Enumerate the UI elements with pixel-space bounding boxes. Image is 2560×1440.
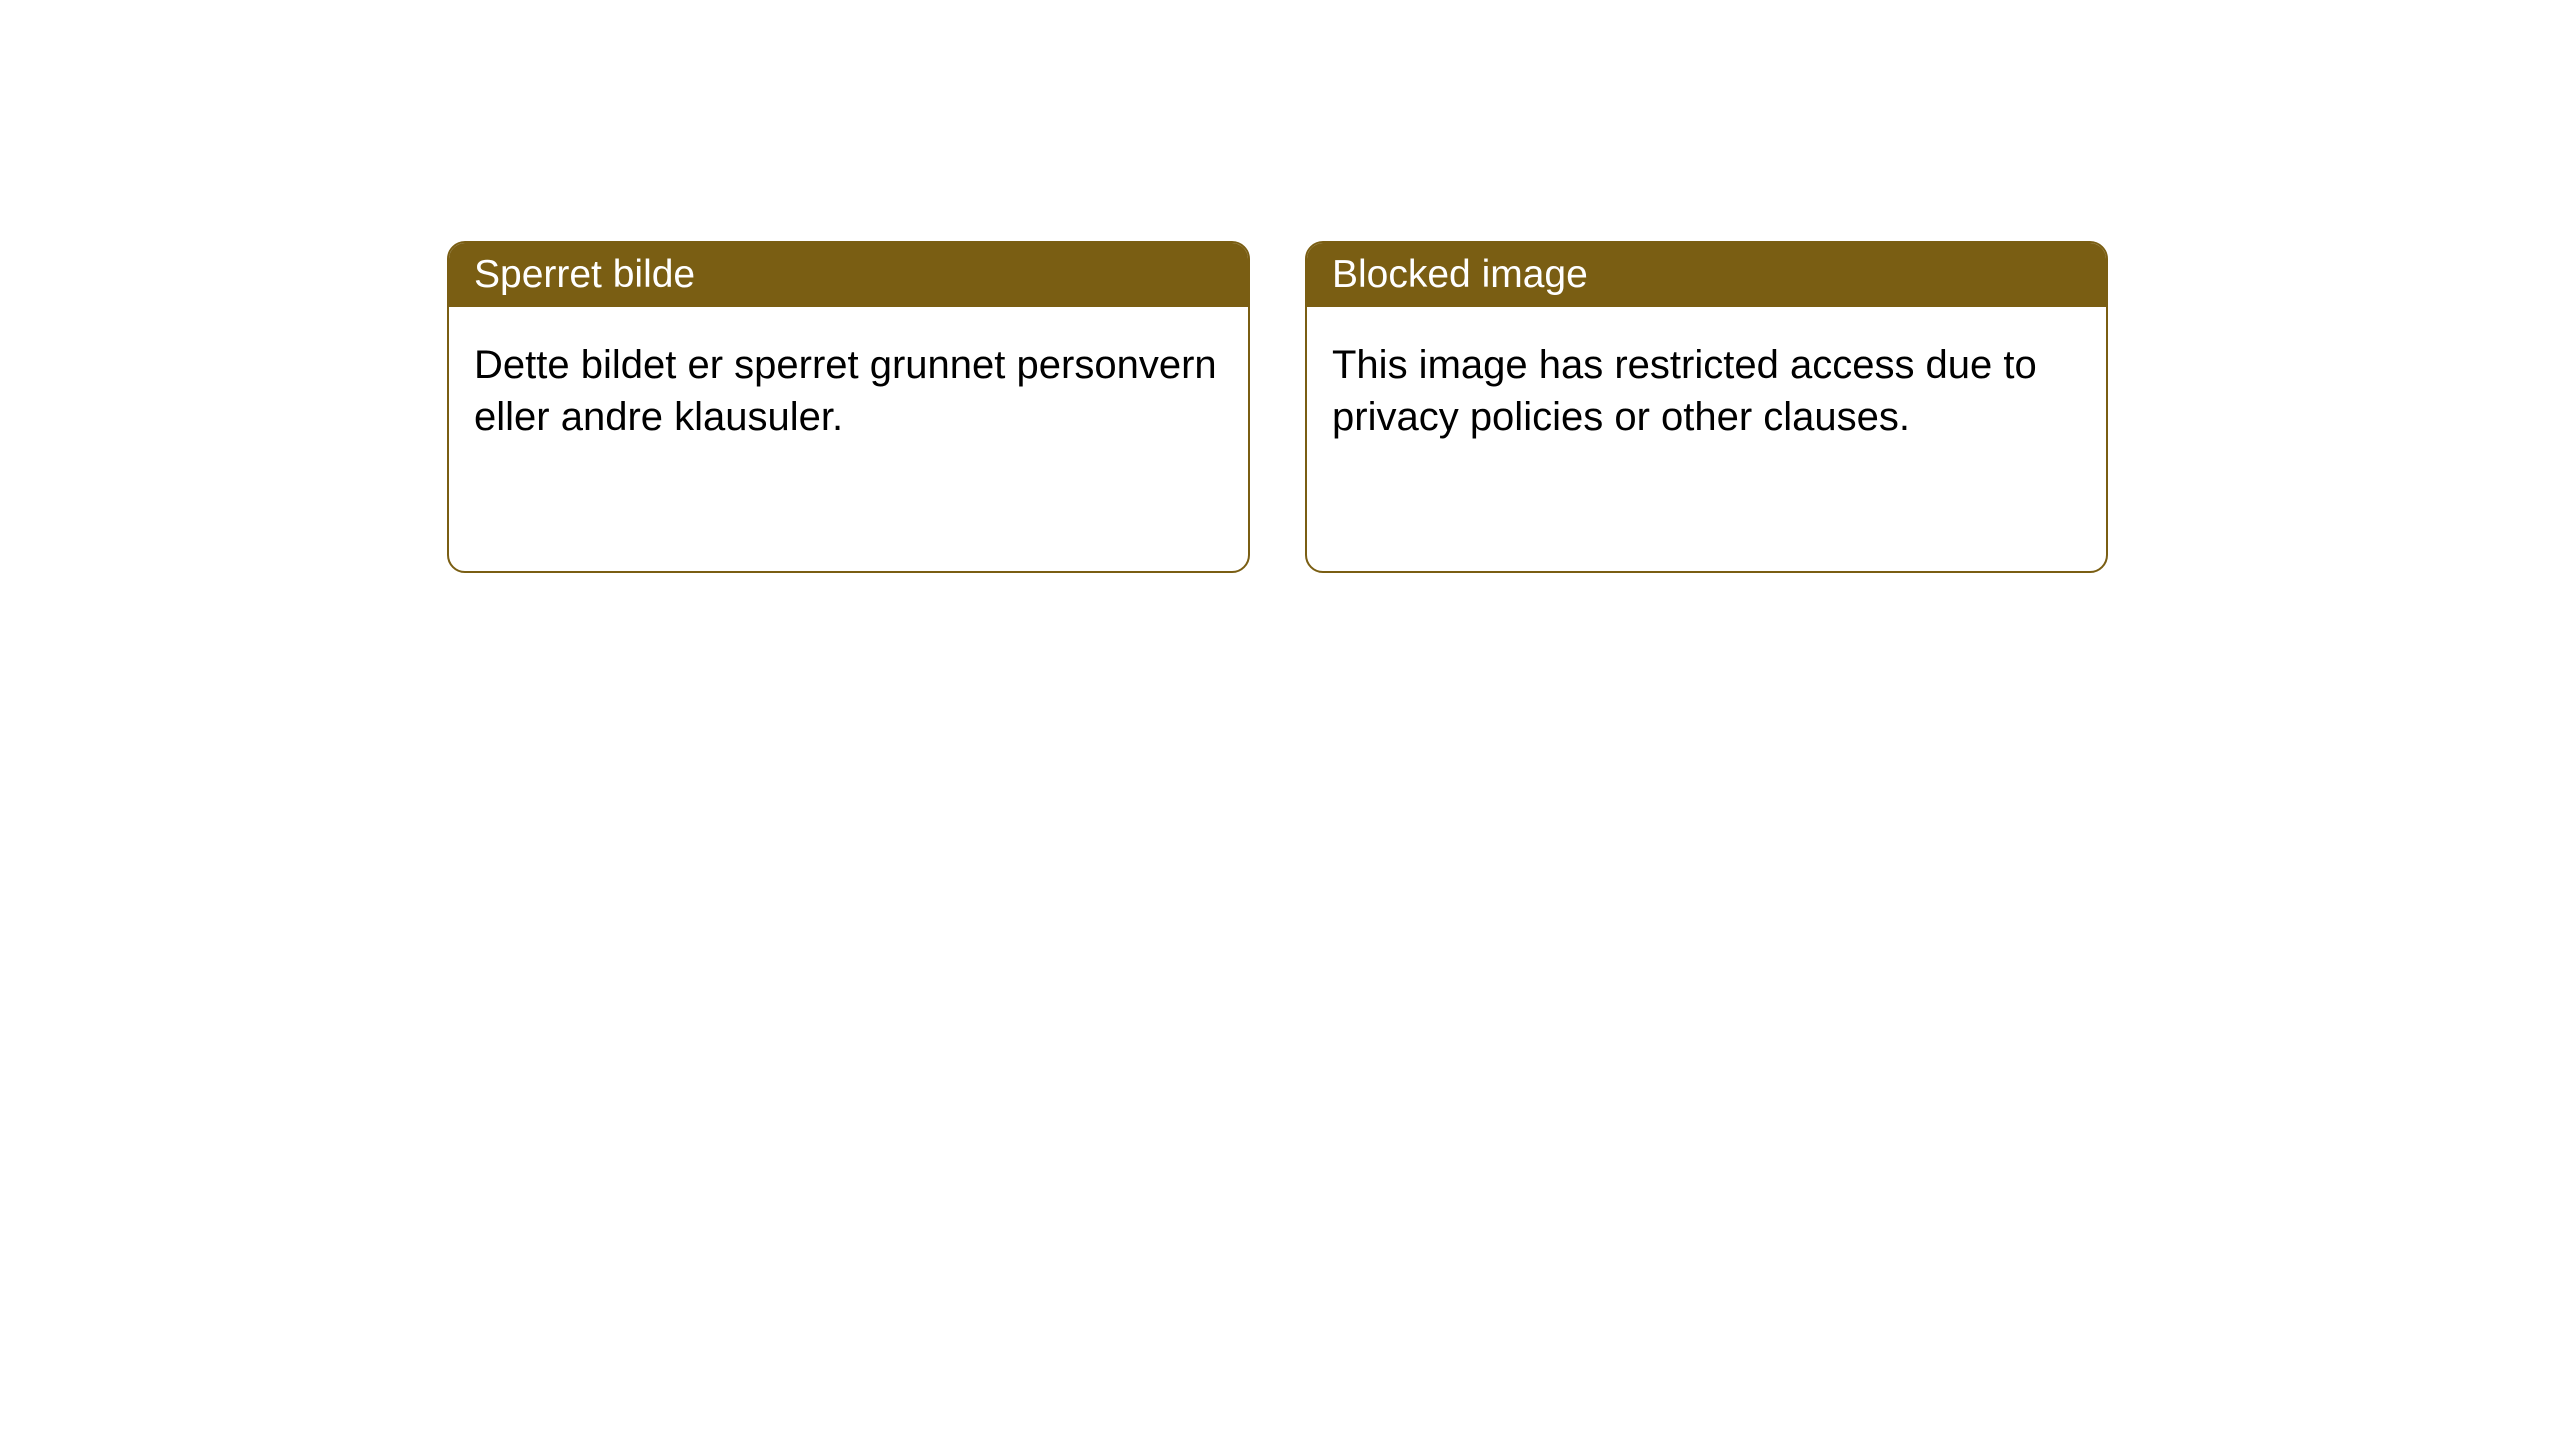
notice-card-norwegian: Sperret bilde Dette bildet er sperret gr… <box>447 241 1250 573</box>
card-body-text: Dette bildet er sperret grunnet personve… <box>474 343 1217 439</box>
card-header: Sperret bilde <box>449 243 1248 307</box>
card-body: This image has restricted access due to … <box>1307 307 2106 475</box>
card-title: Sperret bilde <box>474 253 695 296</box>
card-header: Blocked image <box>1307 243 2106 307</box>
card-title: Blocked image <box>1332 253 1588 296</box>
card-body: Dette bildet er sperret grunnet personve… <box>449 307 1248 475</box>
card-body-text: This image has restricted access due to … <box>1332 343 2037 439</box>
notice-container: Sperret bilde Dette bildet er sperret gr… <box>0 0 2560 573</box>
notice-card-english: Blocked image This image has restricted … <box>1305 241 2108 573</box>
